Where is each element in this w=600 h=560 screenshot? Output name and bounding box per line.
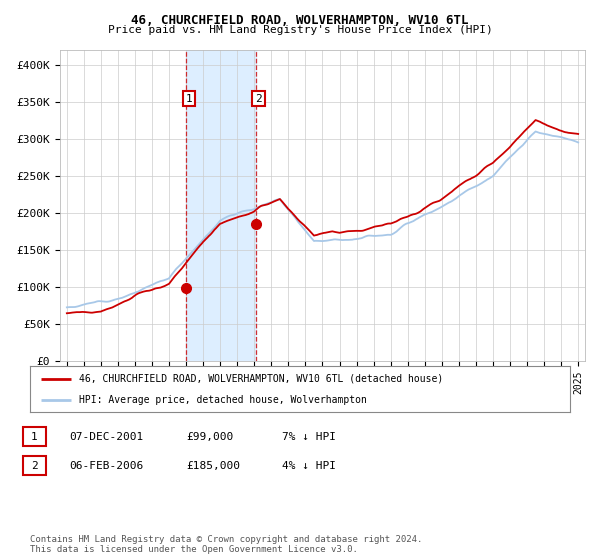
- Text: 46, CHURCHFIELD ROAD, WOLVERHAMPTON, WV10 6TL: 46, CHURCHFIELD ROAD, WOLVERHAMPTON, WV1…: [131, 14, 469, 27]
- Text: 2: 2: [255, 94, 262, 104]
- Text: £185,000: £185,000: [186, 461, 240, 471]
- Text: 07-DEC-2001: 07-DEC-2001: [69, 432, 143, 442]
- Text: 2: 2: [31, 461, 38, 471]
- Text: 06-FEB-2006: 06-FEB-2006: [69, 461, 143, 471]
- Text: HPI: Average price, detached house, Wolverhampton: HPI: Average price, detached house, Wolv…: [79, 395, 367, 405]
- Text: 46, CHURCHFIELD ROAD, WOLVERHAMPTON, WV10 6TL (detached house): 46, CHURCHFIELD ROAD, WOLVERHAMPTON, WV1…: [79, 374, 443, 384]
- Bar: [186, 50, 256, 361]
- Text: Price paid vs. HM Land Registry's House Price Index (HPI): Price paid vs. HM Land Registry's House …: [107, 25, 493, 35]
- Text: 4% ↓ HPI: 4% ↓ HPI: [282, 461, 336, 471]
- Text: £99,000: £99,000: [186, 432, 233, 442]
- Text: 1: 1: [31, 432, 38, 442]
- Text: 7% ↓ HPI: 7% ↓ HPI: [282, 432, 336, 442]
- Text: 1: 1: [185, 94, 192, 104]
- Text: Contains HM Land Registry data © Crown copyright and database right 2024.
This d: Contains HM Land Registry data © Crown c…: [30, 535, 422, 554]
